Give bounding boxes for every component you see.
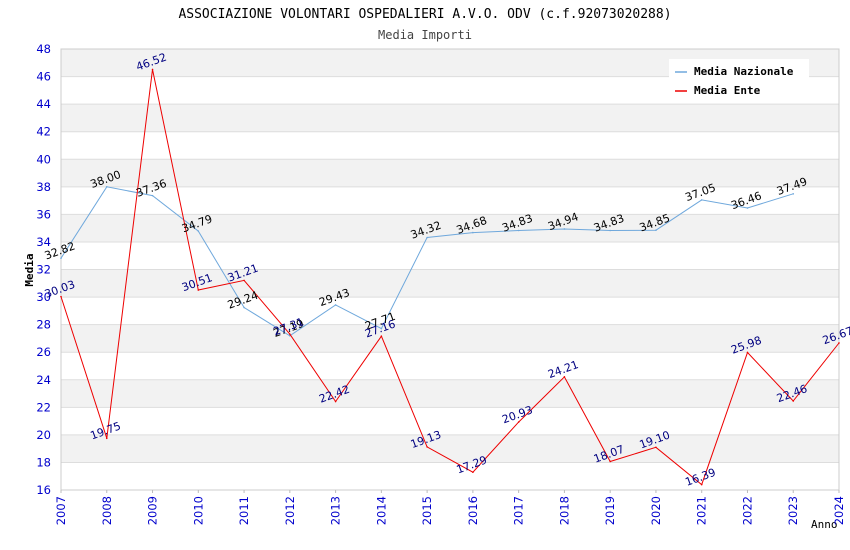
- y-tick-label: 34: [36, 235, 51, 249]
- data-point-media-nazionale: [151, 194, 154, 197]
- y-tick-label: 44: [36, 97, 51, 111]
- x-tick-label: 2017: [512, 496, 526, 525]
- x-tick-label: 2022: [740, 496, 754, 525]
- data-point-media-ente: [60, 295, 62, 298]
- y-tick-label: 24: [36, 373, 51, 387]
- data-point-media-ente: [426, 446, 428, 448]
- plot-background-bands: [61, 49, 839, 490]
- y-tick-label: 42: [36, 125, 51, 139]
- plot-frame: [60, 48, 840, 491]
- x-tick-label: 2008: [100, 496, 114, 525]
- plot-band: [61, 297, 839, 325]
- data-point-media-nazionale: [426, 236, 428, 239]
- x-tick-label: 2020: [649, 496, 663, 525]
- x-tick-label: 2014: [374, 496, 388, 525]
- data-point-media-ente: [197, 289, 200, 291]
- plot-band: [61, 241, 839, 270]
- data-point-media-ente: [105, 437, 108, 440]
- plot-band: [61, 434, 839, 463]
- x-tick-label: 2010: [191, 496, 205, 525]
- plot-band: [61, 407, 839, 435]
- y-tick-label: 28: [36, 318, 51, 332]
- plot-band: [61, 104, 839, 132]
- y-tick-label: 46: [36, 70, 51, 84]
- legend: Media Nazionale Media Ente: [669, 59, 809, 101]
- y-tick-label: 38: [36, 180, 51, 194]
- x-tick-label: 2011: [237, 496, 251, 525]
- data-point-media-nazionale: [700, 199, 703, 201]
- data-point-media-ente: [289, 333, 291, 335]
- data-point-media-ente: [334, 400, 337, 403]
- x-axis-label: Anno: [811, 518, 838, 531]
- plot-band: [61, 131, 839, 160]
- y-tick-label: 32: [36, 263, 51, 277]
- data-point-media-nazionale: [609, 229, 611, 232]
- y-tick-label: 26: [36, 345, 51, 359]
- y-tick-label: 22: [36, 400, 51, 414]
- x-tick-label: 2023: [786, 496, 800, 525]
- x-tick-label: 2013: [329, 496, 343, 525]
- data-point-media-nazionale: [105, 186, 108, 188]
- chart-subtitle: Media Importi: [378, 28, 472, 42]
- data-point-media-nazionale: [517, 229, 520, 232]
- data-point-media-ente: [517, 421, 520, 423]
- plot-band: [61, 379, 839, 408]
- data-point-media-nazionale: [243, 306, 245, 309]
- x-tick-label: 2009: [146, 496, 160, 525]
- data-point-media-ente: [609, 460, 611, 463]
- series-lines: [60, 68, 840, 486]
- data-point-media-nazionale: [746, 207, 749, 209]
- plot-band: [61, 324, 839, 353]
- x-tick-label: 2016: [466, 496, 480, 525]
- data-point-media-ente: [700, 483, 703, 486]
- legend-label-media-nazionale: Media Nazionale: [694, 65, 794, 78]
- series-line-media-ente: [60, 69, 840, 486]
- legend-label-media-ente: Media Ente: [694, 84, 761, 97]
- data-point-media-nazionale: [60, 257, 62, 259]
- y-axis-ticks: 16 18 20 22 24 26 28 30 32 34 36 38 40 42 44 46 48: [36, 42, 51, 497]
- x-tick-label: 2012: [283, 496, 297, 525]
- plot-band: [61, 214, 839, 242]
- plot-band: [61, 269, 839, 298]
- plot-band: [61, 352, 839, 380]
- data-point-media-ente: [792, 400, 795, 402]
- plot-band: [61, 186, 839, 215]
- data-point-media-ente: [563, 376, 566, 378]
- data-point-media-ente: [746, 351, 749, 354]
- x-tick-label: 2018: [557, 496, 571, 525]
- y-tick-label: 20: [36, 428, 51, 442]
- y-tick-label: 48: [36, 42, 51, 56]
- legend-box: [669, 59, 809, 101]
- y-tick-label: 18: [36, 455, 51, 469]
- y-tick-label: 16: [36, 483, 51, 497]
- y-tick-label: 30: [36, 290, 51, 304]
- x-tick-label: 2019: [603, 496, 617, 525]
- data-point-media-ente: [151, 68, 154, 71]
- data-point-media-nazionale: [792, 193, 795, 195]
- x-tick-label: 2015: [420, 496, 434, 525]
- data-point-media-ente: [472, 471, 474, 474]
- chart-title: ASSOCIAZIONE VOLONTARI OSPEDALIERI A.V.O…: [178, 7, 671, 22]
- data-point-media-nazionale: [380, 327, 383, 330]
- x-tick-label: 2021: [695, 496, 709, 525]
- data-point-media-ente: [838, 342, 840, 344]
- data-point-media-ente: [243, 279, 245, 282]
- y-tick-label: 40: [36, 152, 51, 166]
- y-tick-label: 36: [36, 207, 51, 221]
- data-point-media-ente: [380, 335, 383, 338]
- plot-band: [61, 462, 839, 490]
- data-point-media-nazionale: [655, 229, 657, 232]
- x-tick-label: 2007: [54, 496, 68, 525]
- plot-band: [61, 159, 839, 187]
- data-point-media-nazionale: [197, 230, 200, 232]
- x-axis-ticks: 2007 2008 2009 2010 2011 2012 2013 2014 2015 2016…: [54, 490, 846, 525]
- data-point-media-nazionale: [334, 304, 337, 306]
- x-tick-label: 2024: [832, 496, 846, 525]
- data-point-media-nazionale: [563, 228, 566, 230]
- y-axis-label: Media: [23, 253, 36, 286]
- data-point-media-ente: [655, 446, 657, 449]
- data-point-media-nazionale: [472, 231, 474, 234]
